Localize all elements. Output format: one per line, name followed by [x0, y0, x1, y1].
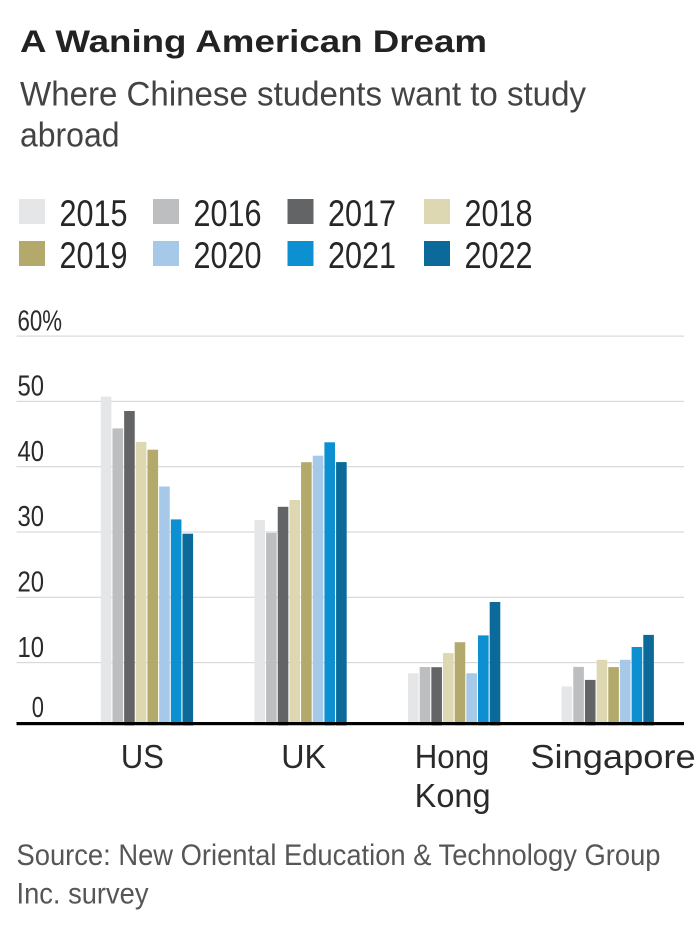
svg-text:2017: 2017 — [328, 192, 396, 234]
svg-text:10: 10 — [18, 632, 45, 664]
svg-text:2019: 2019 — [60, 234, 128, 276]
svg-text:UK: UK — [281, 738, 326, 775]
svg-text:60%: 60% — [18, 306, 63, 338]
svg-text:40: 40 — [18, 436, 45, 468]
svg-text:2015: 2015 — [60, 192, 128, 234]
svg-text:2016: 2016 — [194, 192, 262, 234]
svg-text:abroad: abroad — [20, 116, 120, 154]
svg-text:Hong: Hong — [415, 738, 490, 775]
svg-text:US: US — [121, 738, 164, 775]
svg-text:2020: 2020 — [194, 234, 262, 276]
svg-text:2021: 2021 — [328, 234, 396, 276]
svg-text:30: 30 — [18, 501, 45, 533]
svg-text:2018: 2018 — [465, 192, 533, 234]
svg-text:Singapore: Singapore — [530, 738, 695, 775]
svg-text:Where Chinese students want to: Where Chinese students want to study — [20, 75, 587, 113]
svg-text:20: 20 — [18, 567, 45, 599]
svg-text:Kong: Kong — [415, 777, 491, 814]
svg-text:0: 0 — [32, 692, 44, 724]
svg-text:50: 50 — [18, 371, 45, 403]
svg-text:Inc. survey: Inc. survey — [17, 878, 149, 911]
svg-text:A Waning American Dream: A Waning American Dream — [20, 23, 487, 59]
svg-text:2022: 2022 — [465, 234, 533, 276]
svg-text:Source: New Oriental Education: Source: New Oriental Education & Technol… — [17, 839, 661, 872]
